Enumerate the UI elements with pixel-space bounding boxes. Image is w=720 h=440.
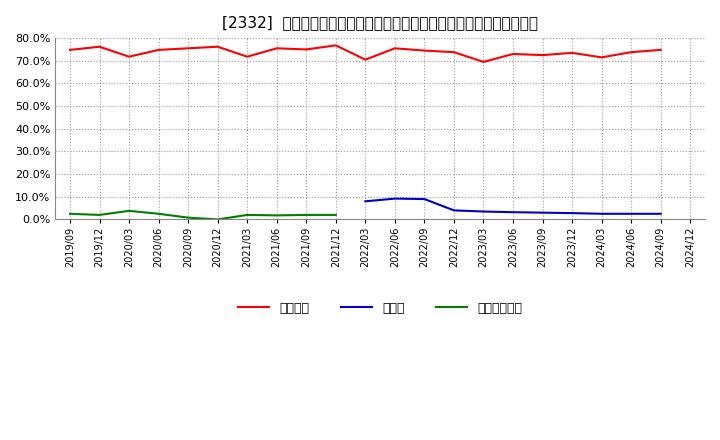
のれん: [627, 211, 636, 216]
Line: のれん: のれん: [365, 198, 661, 214]
のれん: [480, 209, 488, 214]
自己資本: [568, 50, 577, 55]
のれん: [539, 210, 547, 215]
自己資本: [509, 51, 518, 57]
自己資本: [480, 59, 488, 65]
自己資本: [657, 47, 665, 52]
のれん: [657, 211, 665, 216]
自己資本: [243, 54, 251, 59]
自己資本: [627, 50, 636, 55]
繰延税金資産: [66, 211, 74, 216]
自己資本: [66, 47, 74, 52]
繰延税金資産: [213, 217, 222, 222]
自己資本: [539, 52, 547, 58]
自己資本: [420, 48, 428, 53]
Legend: 自己資本, のれん, 繰延税金資産: 自己資本, のれん, 繰延税金資産: [238, 302, 522, 315]
のれん: [449, 208, 458, 213]
のれん: [420, 196, 428, 202]
のれん: [509, 209, 518, 215]
のれん: [361, 199, 369, 204]
繰延税金資産: [154, 211, 163, 216]
のれん: [568, 210, 577, 216]
自己資本: [125, 54, 133, 59]
繰延税金資産: [95, 212, 104, 217]
Line: 繰延税金資産: 繰延税金資産: [70, 211, 336, 220]
自己資本: [154, 47, 163, 52]
繰延税金資産: [125, 208, 133, 213]
自己資本: [302, 47, 310, 52]
自己資本: [361, 57, 369, 62]
繰延税金資産: [331, 212, 340, 217]
のれん: [390, 196, 399, 201]
自己資本: [331, 43, 340, 48]
繰延税金資産: [184, 215, 192, 220]
のれん: [598, 211, 606, 216]
Line: 自己資本: 自己資本: [70, 45, 661, 62]
自己資本: [390, 46, 399, 51]
繰延税金資産: [243, 212, 251, 217]
自己資本: [272, 46, 281, 51]
自己資本: [449, 50, 458, 55]
繰延税金資産: [302, 212, 310, 217]
自己資本: [598, 55, 606, 60]
自己資本: [95, 44, 104, 49]
自己資本: [213, 44, 222, 49]
繰延税金資産: [272, 213, 281, 218]
Title: [2332]  自己資本、のれん、繰延税金資産の総資産に対する比率の推移: [2332] 自己資本、のれん、繰延税金資産の総資産に対する比率の推移: [222, 15, 538, 30]
自己資本: [184, 46, 192, 51]
